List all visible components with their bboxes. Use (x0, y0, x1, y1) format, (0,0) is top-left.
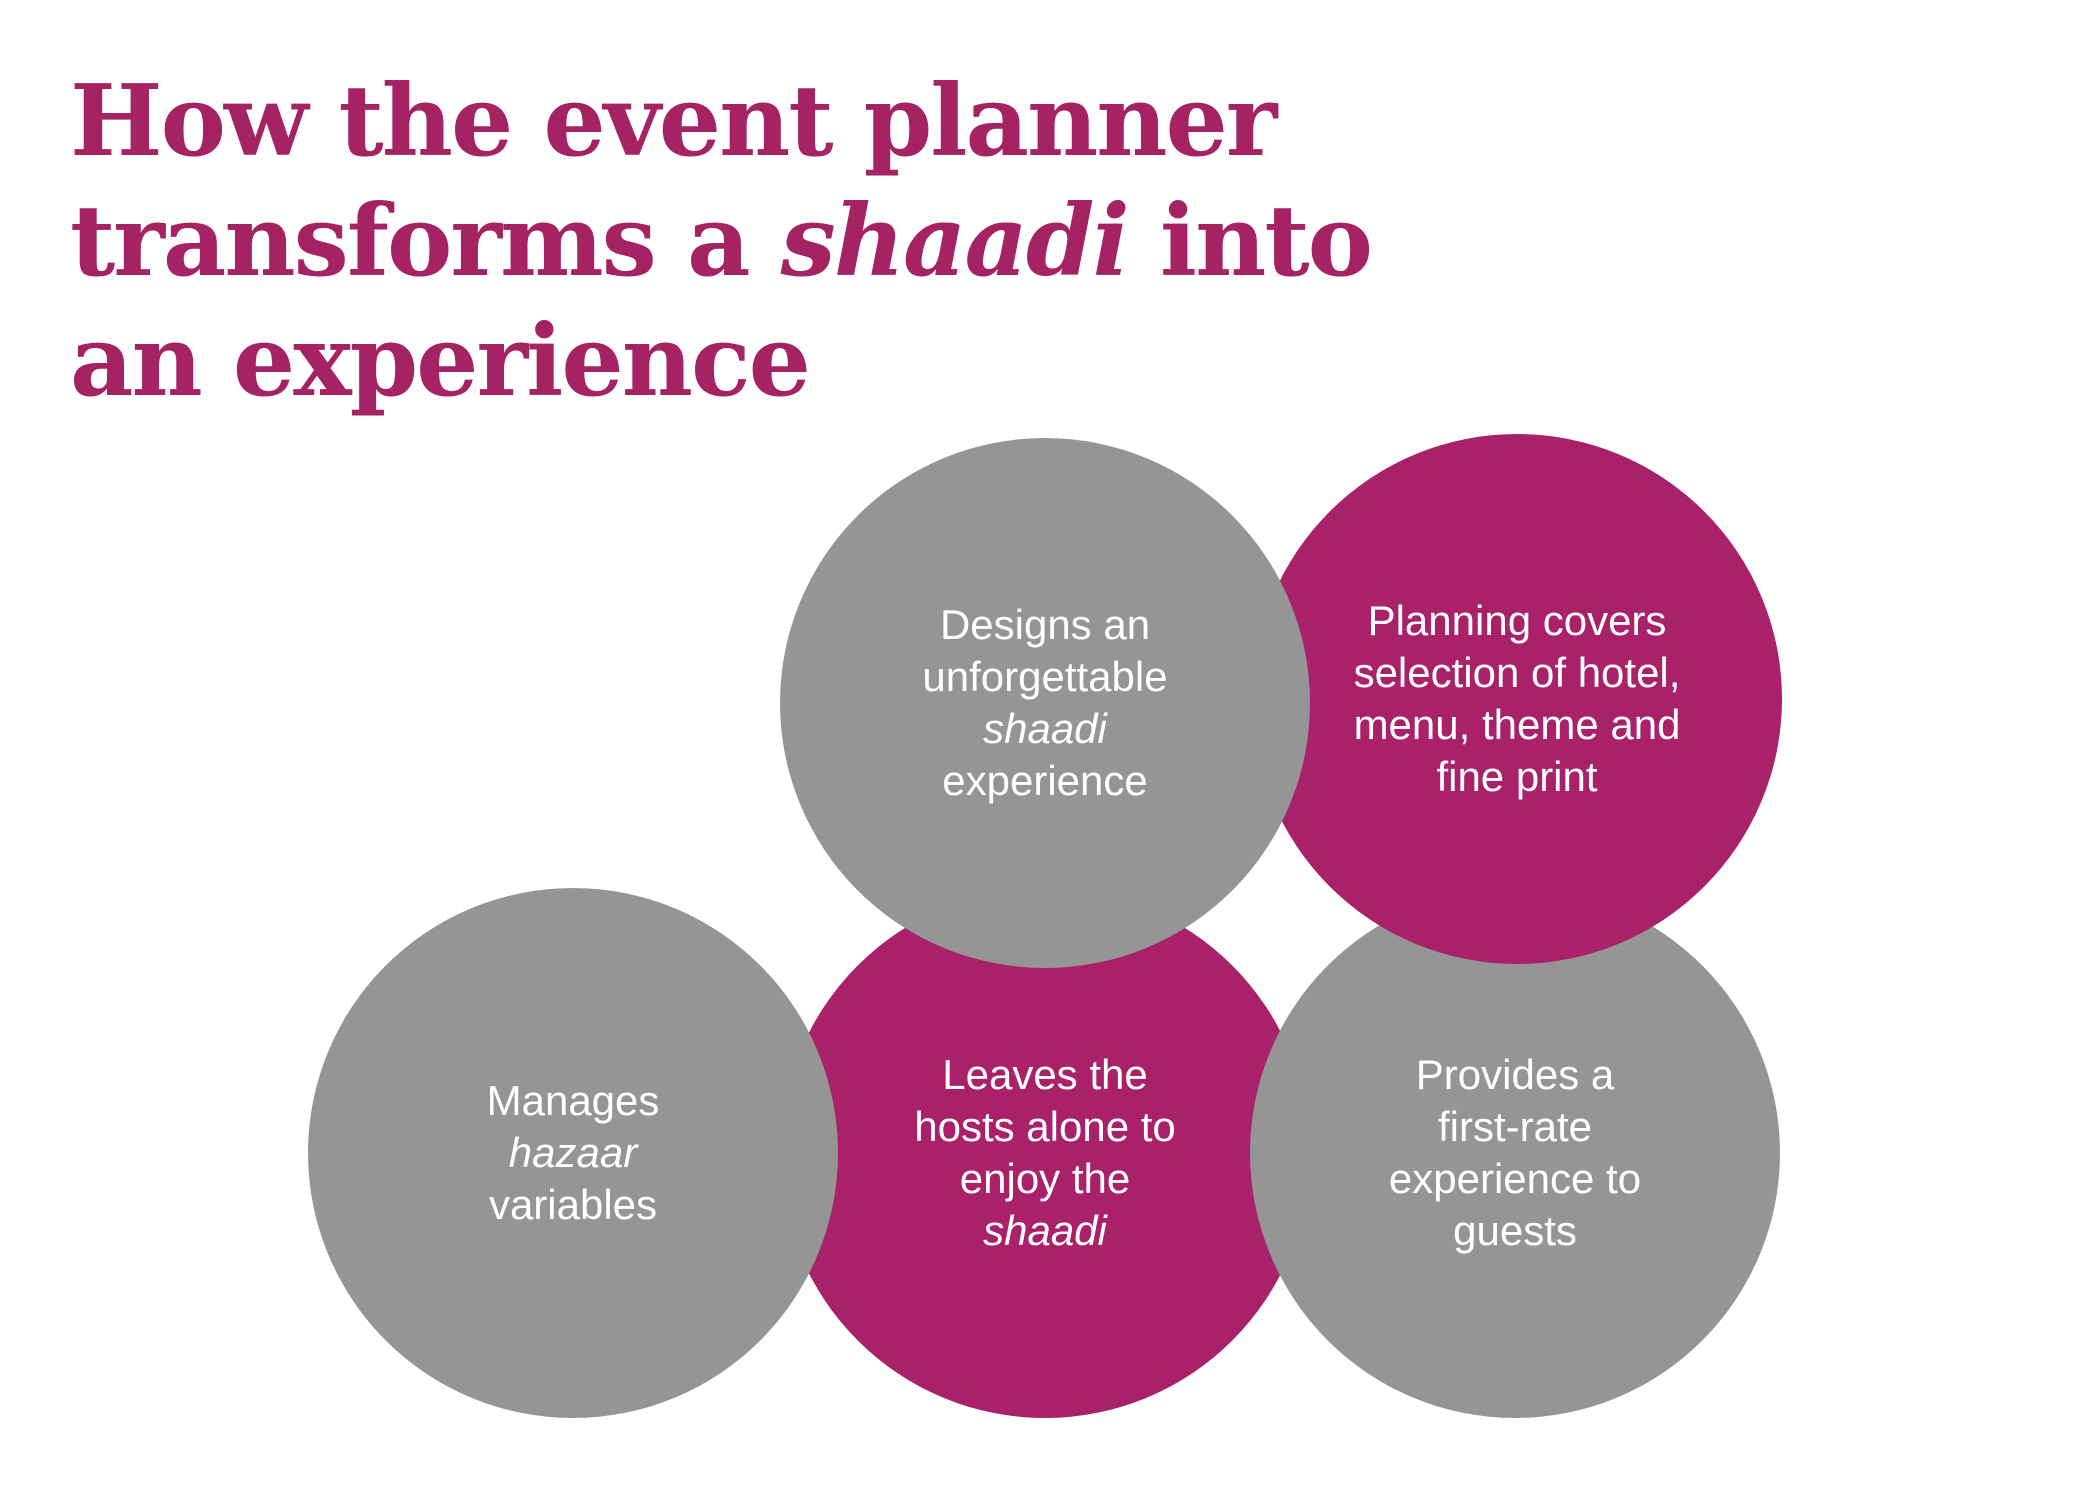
page-title: How the event planner transforms a shaad… (70, 62, 1570, 422)
circle-designs-experience: Designs an unforgettable shaadi experien… (780, 438, 1310, 968)
label-line: experience to (1388, 1155, 1642, 1202)
label-line: fine print (1436, 753, 1598, 800)
circle-planning-covers: Planning covers selection of hotel, menu… (1252, 434, 1782, 964)
label-line: first-rate (1437, 1103, 1592, 1150)
label-line: menu, theme and (1353, 701, 1681, 748)
label-line: Provides a (1415, 1051, 1615, 1098)
title-italic-word: shaadi (780, 184, 1130, 299)
title-line-3: an experience (70, 304, 811, 419)
label-line: Leaves the (942, 1051, 1148, 1098)
label-line: selection of hotel, (1353, 649, 1681, 696)
circle-provides-experience-label: Provides a first-rate experience to gues… (1305, 1049, 1725, 1257)
title-line-2: transforms a shaadi into (70, 182, 1570, 302)
circle-leaves-hosts-label: Leaves the hosts alone to enjoy the shaa… (835, 1049, 1255, 1257)
label-line: Manages (486, 1077, 660, 1124)
label-line-italic: shaadi (983, 1207, 1107, 1254)
label-line: guests (1453, 1207, 1577, 1254)
circle-designs-experience-label: Designs an unforgettable shaadi experien… (835, 599, 1255, 807)
label-line: Planning covers (1367, 597, 1667, 644)
label-line: experience (942, 757, 1148, 804)
label-line: variables (488, 1181, 658, 1228)
circle-provides-experience: Provides a first-rate experience to gues… (1250, 888, 1780, 1418)
label-line: unforgettable (922, 653, 1168, 700)
title-line-2-end: into (1127, 184, 1373, 299)
circle-manages-variables-label: Manages hazaar variables (363, 1075, 783, 1231)
label-line: hosts alone to (914, 1103, 1176, 1150)
label-line-italic: shaadi (983, 705, 1107, 752)
label-line-italic: hazaar (508, 1129, 638, 1176)
label-line: enjoy the (959, 1155, 1131, 1202)
circle-manages-variables: Manages hazaar variables (308, 888, 838, 1418)
title-line-1: How the event planner (70, 64, 1277, 179)
circle-planning-covers-label: Planning covers selection of hotel, menu… (1307, 595, 1727, 803)
title-line-2-start: transforms a (70, 184, 781, 299)
label-line: Designs an (939, 601, 1151, 648)
circle-leaves-hosts: Leaves the hosts alone to enjoy the shaa… (780, 888, 1310, 1418)
